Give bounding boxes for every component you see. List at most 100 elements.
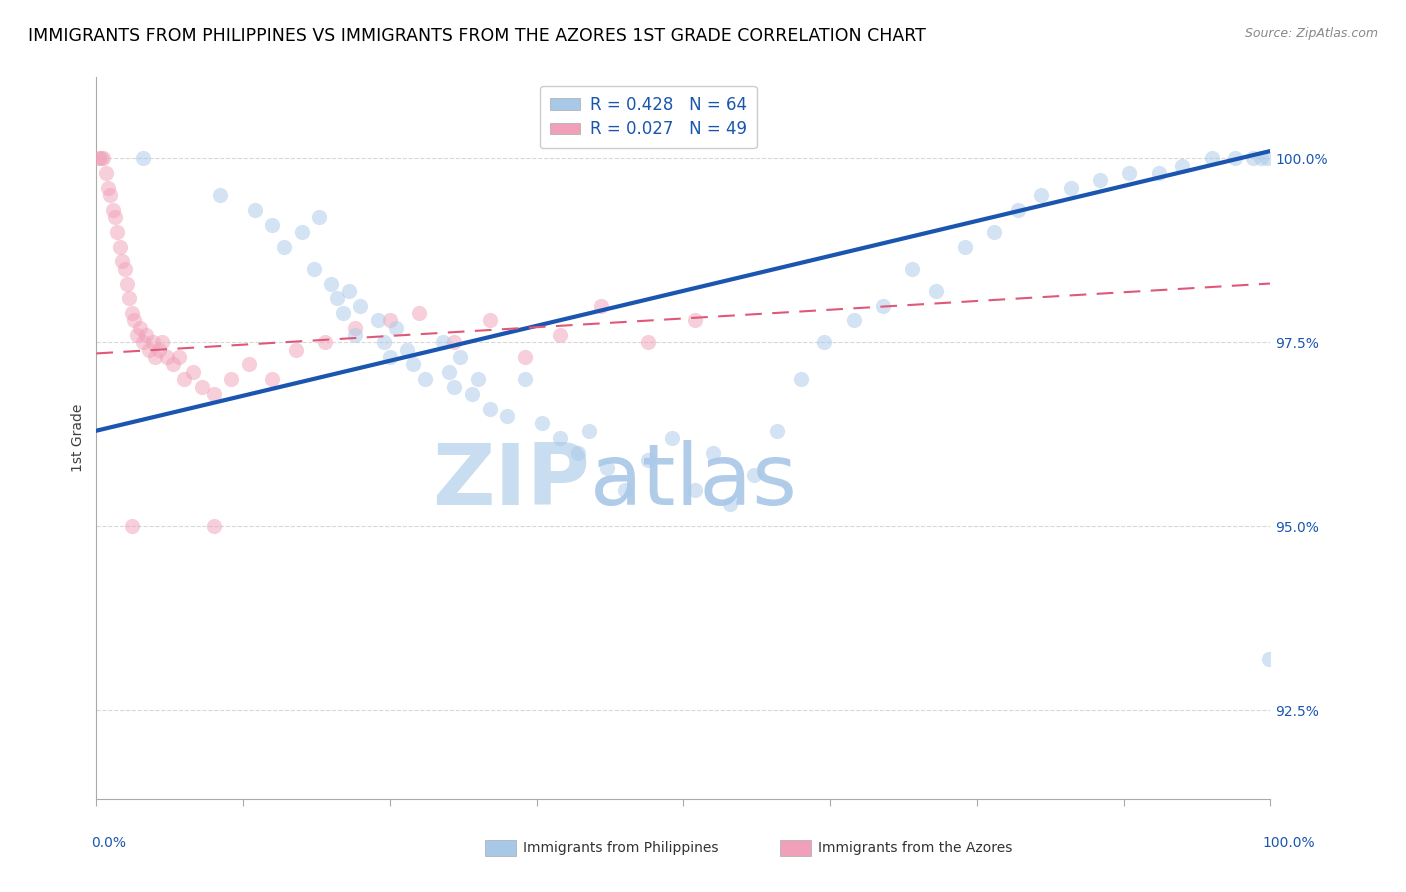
Point (413, 372, 436, 386)
Y-axis label: 1st Grade: 1st Grade (72, 404, 86, 472)
Point (221, 372, 243, 386)
Text: Immigrants from Philippines: Immigrants from Philippines (523, 841, 718, 855)
Point (496, 409, 519, 423)
Point (702, 446, 724, 460)
Point (478, 401, 501, 416)
Point (349, 299, 371, 313)
Point (408, 306, 430, 320)
Point (467, 372, 489, 386)
Point (262, 372, 284, 386)
Point (107, 225, 129, 239)
Point (128, 320, 150, 334)
Point (367, 313, 389, 327)
Point (104, 211, 127, 225)
Point (121, 306, 143, 320)
Point (142, 335, 165, 350)
Point (683, 313, 706, 327)
Point (513, 350, 536, 364)
Point (122, 313, 145, 327)
Point (291, 225, 314, 239)
Point (135, 328, 157, 343)
Point (373, 335, 395, 350)
Point (1147, 166, 1170, 180)
Point (1060, 181, 1083, 195)
Point (1201, 152, 1223, 166)
Point (132, 152, 155, 166)
Point (238, 358, 260, 372)
Point (108, 240, 131, 254)
Point (148, 343, 170, 357)
Point (449, 350, 471, 364)
Point (100, 188, 122, 202)
Text: ZIP: ZIP (432, 440, 589, 523)
Point (432, 335, 454, 350)
Text: IMMIGRANTS FROM PHILIPPINES VS IMMIGRANTS FROM THE AZORES 1ST GRADE CORRELATION : IMMIGRANTS FROM PHILIPPINES VS IMMIGRANT… (28, 27, 927, 45)
Point (1258, 652, 1281, 666)
Point (97, 181, 120, 195)
Point (718, 497, 741, 511)
Point (181, 365, 204, 379)
Text: Immigrants from the Azores: Immigrants from the Azores (818, 841, 1012, 855)
Point (437, 365, 460, 379)
Point (378, 350, 401, 364)
Point (1088, 173, 1111, 187)
Point (591, 299, 613, 313)
Point (143, 350, 166, 364)
Point (343, 328, 366, 343)
Text: 0.0%: 0.0% (91, 836, 127, 850)
Point (478, 313, 501, 327)
Point (901, 261, 924, 276)
Point (637, 335, 659, 350)
Point (378, 313, 401, 327)
Point (121, 519, 143, 533)
Point (90, 152, 112, 166)
Point (173, 372, 195, 386)
Point (202, 387, 225, 401)
Point (1118, 166, 1140, 180)
Point (127, 328, 149, 343)
Point (1250, 152, 1272, 166)
Point (813, 335, 835, 350)
Point (138, 343, 160, 357)
Point (384, 320, 406, 334)
Text: atlas: atlas (589, 440, 797, 523)
Point (1031, 188, 1053, 202)
Point (284, 343, 307, 357)
Point (1256, 152, 1278, 166)
Point (1171, 159, 1194, 173)
Text: 100.0%: 100.0% (1263, 836, 1315, 850)
Point (443, 335, 465, 350)
Point (924, 284, 946, 298)
Point (87, 152, 110, 166)
Point (396, 343, 419, 357)
Point (637, 453, 659, 467)
Point (191, 379, 214, 393)
Point (983, 225, 1005, 239)
Point (101, 202, 124, 217)
Point (167, 350, 190, 364)
Point (789, 372, 811, 386)
Point (114, 261, 136, 276)
Point (308, 211, 330, 225)
Point (115, 277, 138, 291)
Point (531, 417, 554, 431)
Point (1223, 152, 1246, 166)
Point (332, 306, 354, 320)
Point (872, 299, 894, 313)
Point (302, 261, 325, 276)
Point (683, 483, 706, 497)
Legend: R = 0.428   N = 64, R = 0.027   N = 49: R = 0.428 N = 64, R = 0.027 N = 49 (540, 86, 756, 148)
Point (321, 277, 343, 291)
Point (93, 152, 115, 166)
Point (262, 218, 284, 232)
Point (742, 467, 765, 482)
Point (156, 350, 179, 364)
Point (548, 431, 571, 445)
Point (326, 291, 349, 305)
Point (343, 320, 366, 334)
Point (402, 358, 425, 372)
Point (94, 166, 117, 180)
Point (202, 519, 225, 533)
Point (613, 483, 636, 497)
Point (208, 188, 231, 202)
